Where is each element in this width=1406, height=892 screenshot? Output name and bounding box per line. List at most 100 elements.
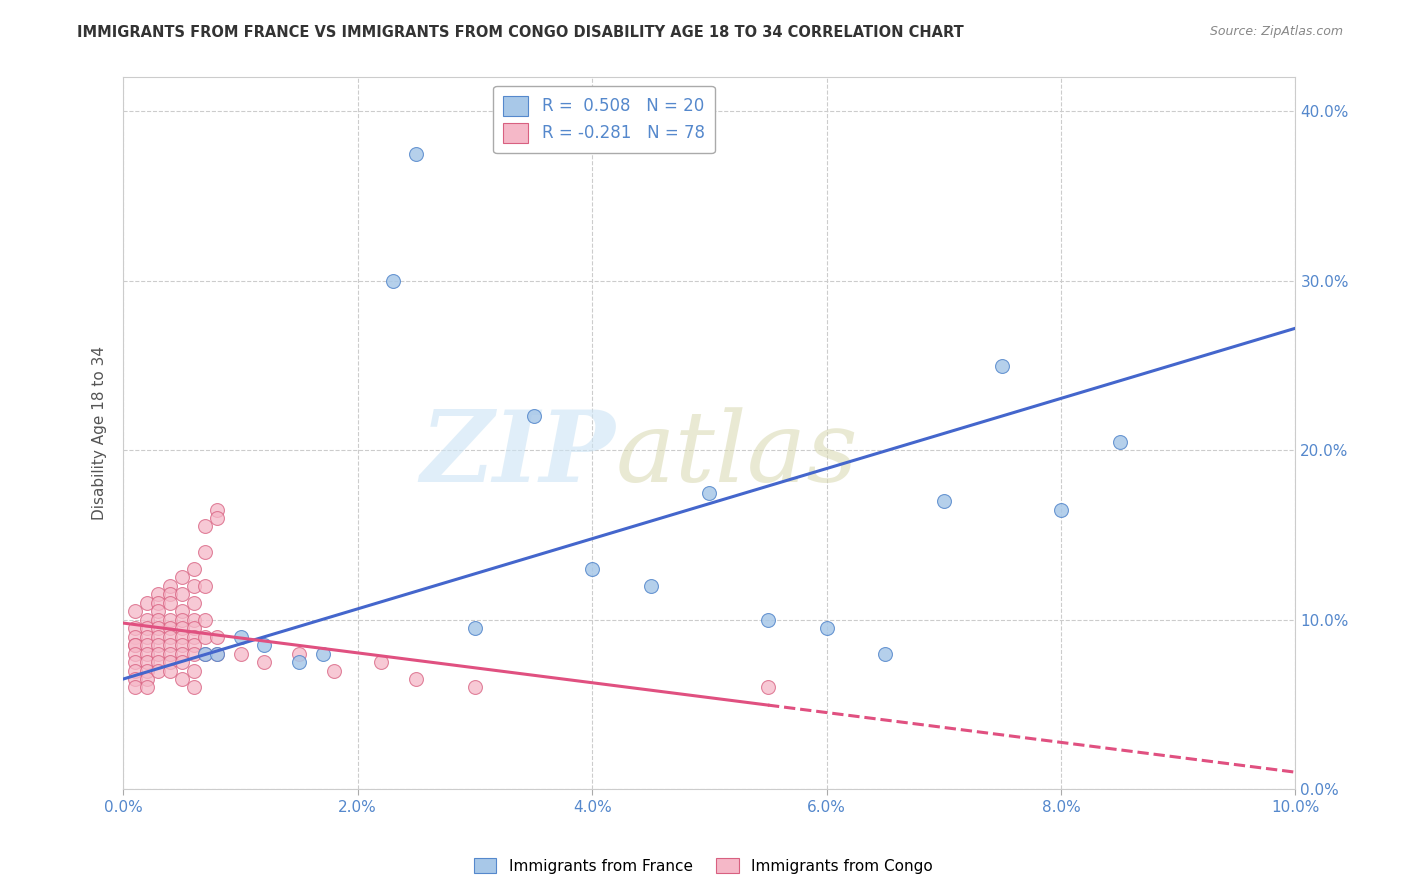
Point xyxy=(205,511,228,525)
Point xyxy=(124,638,146,652)
Point xyxy=(183,664,205,678)
Text: atlas: atlas xyxy=(616,407,858,502)
Point xyxy=(170,604,193,618)
Point xyxy=(288,647,311,661)
Point xyxy=(170,655,193,669)
Point xyxy=(124,647,146,661)
Point xyxy=(311,647,333,661)
Point xyxy=(875,647,897,661)
Point xyxy=(640,579,662,593)
Point xyxy=(183,630,205,644)
Point xyxy=(148,587,170,601)
Point xyxy=(194,647,217,661)
Point xyxy=(205,647,228,661)
Point xyxy=(205,647,228,661)
Point xyxy=(170,621,193,635)
Point xyxy=(405,672,427,686)
Point xyxy=(464,621,486,635)
Point xyxy=(148,596,170,610)
Point xyxy=(135,638,157,652)
Point xyxy=(135,596,157,610)
Point xyxy=(159,596,181,610)
Point xyxy=(159,630,181,644)
Point xyxy=(124,621,146,635)
Point xyxy=(159,638,181,652)
Point xyxy=(135,621,157,635)
Point xyxy=(159,655,181,669)
Point xyxy=(135,613,157,627)
Point xyxy=(756,681,779,695)
Point xyxy=(253,655,276,669)
Point xyxy=(124,664,146,678)
Point xyxy=(148,630,170,644)
Point xyxy=(135,681,157,695)
Point xyxy=(194,647,217,661)
Point xyxy=(183,647,205,661)
Point xyxy=(135,655,157,669)
Point xyxy=(581,562,603,576)
Point xyxy=(194,579,217,593)
Point xyxy=(699,485,721,500)
Point xyxy=(183,681,205,695)
Text: ZIP: ZIP xyxy=(420,407,616,503)
Point xyxy=(159,579,181,593)
Point xyxy=(170,672,193,686)
Point xyxy=(183,638,205,652)
Point xyxy=(159,587,181,601)
Point xyxy=(170,647,193,661)
Point xyxy=(159,664,181,678)
Point xyxy=(148,604,170,618)
Point xyxy=(124,681,146,695)
Point xyxy=(183,613,205,627)
Legend: R =  0.508   N = 20, R = -0.281   N = 78: R = 0.508 N = 20, R = -0.281 N = 78 xyxy=(494,86,714,153)
Point xyxy=(464,681,486,695)
Point xyxy=(148,664,170,678)
Point xyxy=(159,621,181,635)
Point xyxy=(148,647,170,661)
Point xyxy=(183,579,205,593)
Point xyxy=(370,655,392,669)
Legend: Immigrants from France, Immigrants from Congo: Immigrants from France, Immigrants from … xyxy=(467,852,939,880)
Point xyxy=(170,613,193,627)
Point xyxy=(229,647,252,661)
Point xyxy=(124,638,146,652)
Point xyxy=(205,502,228,516)
Text: Source: ZipAtlas.com: Source: ZipAtlas.com xyxy=(1209,25,1343,38)
Point xyxy=(381,274,404,288)
Point xyxy=(148,621,170,635)
Point xyxy=(159,647,181,661)
Point xyxy=(194,630,217,644)
Point xyxy=(1108,434,1130,449)
Point xyxy=(405,146,427,161)
Point xyxy=(183,596,205,610)
Point xyxy=(148,613,170,627)
Point xyxy=(194,519,217,533)
Point xyxy=(124,604,146,618)
Point xyxy=(148,638,170,652)
Point xyxy=(159,613,181,627)
Point xyxy=(991,359,1014,373)
Point xyxy=(124,672,146,686)
Point xyxy=(756,613,779,627)
Point xyxy=(229,630,252,644)
Point xyxy=(170,570,193,584)
Point xyxy=(148,655,170,669)
Point xyxy=(205,630,228,644)
Point xyxy=(194,545,217,559)
Point xyxy=(135,630,157,644)
Text: IMMIGRANTS FROM FRANCE VS IMMIGRANTS FROM CONGO DISABILITY AGE 18 TO 34 CORRELAT: IMMIGRANTS FROM FRANCE VS IMMIGRANTS FRO… xyxy=(77,25,965,40)
Point xyxy=(170,630,193,644)
Point xyxy=(170,638,193,652)
Point xyxy=(135,664,157,678)
Point xyxy=(135,672,157,686)
Point xyxy=(183,621,205,635)
Point xyxy=(194,613,217,627)
Point xyxy=(932,494,955,508)
Point xyxy=(183,562,205,576)
Point xyxy=(124,655,146,669)
Y-axis label: Disability Age 18 to 34: Disability Age 18 to 34 xyxy=(93,346,107,520)
Point xyxy=(135,647,157,661)
Point xyxy=(253,638,276,652)
Point xyxy=(170,587,193,601)
Point xyxy=(1050,502,1073,516)
